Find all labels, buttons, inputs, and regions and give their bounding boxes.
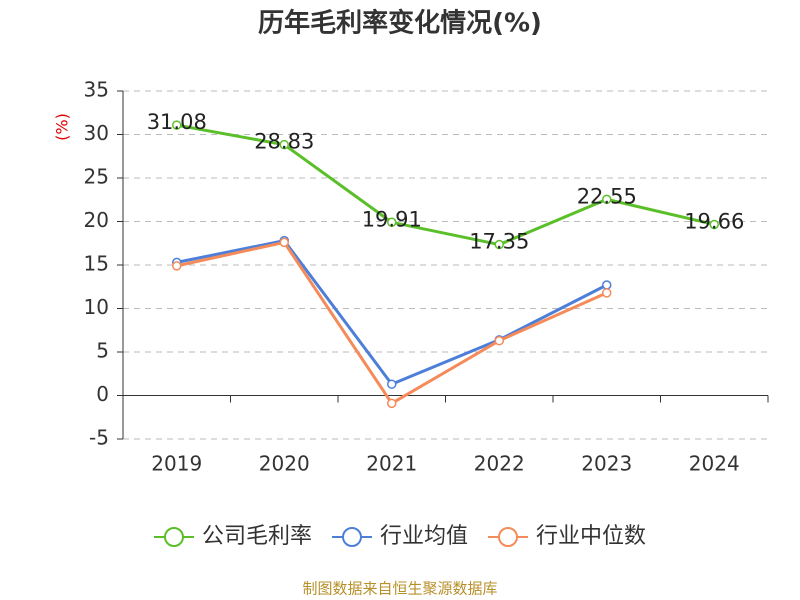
y-tick-label: 5 (96, 339, 109, 363)
y-tick-label: 15 (84, 252, 109, 276)
data-point (709, 219, 719, 230)
series-line (176, 123, 715, 247)
x-tick-label: 2021 (366, 452, 417, 476)
data-label: 31.08 (147, 110, 207, 134)
legend-label: 行业均值 (380, 524, 468, 549)
data-point (387, 379, 397, 389)
data-point (172, 120, 182, 130)
data-label: 22.55 (577, 184, 637, 208)
legend-label: 公司毛利率 (202, 524, 312, 549)
y-tick-label: 20 (84, 208, 109, 232)
legend-label: 行业中位数 (536, 524, 646, 549)
data-point (172, 261, 182, 271)
x-tick-label: 2019 (151, 452, 202, 476)
legend-icon (341, 527, 362, 547)
series-line (176, 238, 608, 387)
series-line (176, 240, 608, 406)
y-tick-label: 30 (84, 121, 109, 145)
data-point (602, 288, 612, 298)
data-point (279, 139, 289, 150)
data-label: 28.83 (254, 130, 314, 154)
y-tick-label: 25 (84, 165, 109, 189)
x-tick-label: 2022 (474, 452, 525, 476)
data-point (387, 217, 397, 228)
x-tick-label: 2023 (581, 452, 632, 476)
data-point (602, 280, 612, 290)
data-point (494, 335, 504, 346)
chart-title: 历年毛利率变化情况(%) (258, 8, 542, 39)
data-point (387, 398, 397, 409)
y-tick-label: 10 (84, 295, 109, 319)
data-label: 17.35 (469, 230, 529, 254)
data-point (602, 194, 612, 205)
y-axis-label: (%) (53, 113, 72, 141)
data-label: 19.91 (362, 207, 422, 231)
data-point (279, 237, 289, 248)
y-tick-label: 35 (84, 78, 109, 102)
y-tick-label: 0 (96, 382, 109, 406)
data-label: 19.66 (684, 209, 744, 233)
y-tick-label: -5 (89, 426, 109, 450)
x-tick-label: 2020 (259, 452, 310, 476)
x-tick-label: 2024 (689, 452, 740, 476)
legend-icon (498, 527, 519, 547)
data-point (494, 239, 504, 250)
source-note: 制图数据来自恒生聚源数据库 (302, 580, 497, 598)
legend-icon (163, 527, 184, 547)
